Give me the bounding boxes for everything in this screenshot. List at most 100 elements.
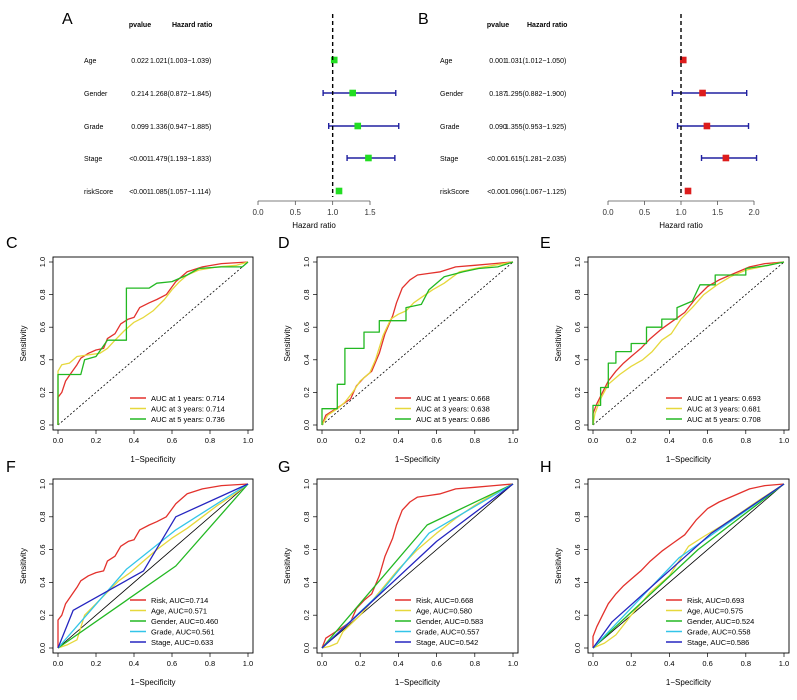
panel-h-y-tick-label: 0.2 <box>573 610 582 620</box>
panel-c-letter: C <box>6 235 18 252</box>
panel-h-legend-label: Stage, AUC=0.586 <box>687 638 749 647</box>
panel-b-row-hr-text: 1.031(1.012−1.050) <box>505 58 566 65</box>
panel-e-x-axis-label: 1−Specificity <box>666 455 711 464</box>
panel-a-row-label: riskScore <box>84 189 113 196</box>
panel-b-row-label: Age <box>440 58 453 65</box>
panel-d-legend-label: AUC at 1 years: 0.668 <box>416 394 490 403</box>
panel-c-x-tick-label: 0.4 <box>129 436 139 445</box>
panel-d-legend-label: AUC at 3 years: 0.638 <box>416 405 490 414</box>
panel-e-letter: E <box>540 235 551 252</box>
panel-c-y-tick-label: 0.2 <box>38 387 47 397</box>
panel-a-row-pvalue: 0.214 <box>131 91 149 98</box>
panel-a-row-pvalue: 0.022 <box>131 58 149 65</box>
panel-g-y-tick-label: 1.0 <box>302 479 311 489</box>
panel-a-row-label: Grade <box>84 124 104 131</box>
panel-g-legend-label: Gender, AUC=0.583 <box>416 617 483 626</box>
panel-b-row-hr-text: 1.096(1.067−1.125) <box>505 189 566 196</box>
panel-f-y-tick-label: 0.2 <box>38 610 47 620</box>
panel-b-hr-marker <box>679 56 687 64</box>
panel-d-reference-diagonal <box>321 261 514 426</box>
panel-c-legend-label: AUC at 5 years: 0.736 <box>151 415 225 424</box>
panel-f-legend-label: Age, AUC=0.571 <box>151 607 207 616</box>
panel-g-roc-curve-green <box>321 483 514 649</box>
panel-g-y-axis-label: Sensitivity <box>283 548 292 584</box>
panel-b-letter: B <box>418 11 429 28</box>
panel-c-x-tick-label: 1.0 <box>243 436 253 445</box>
panel-f-roc-curve-blue <box>57 483 249 649</box>
panel-g-x-tick-label: 0.4 <box>393 659 403 668</box>
panel-b-header-pvalue: pvalue <box>487 22 509 29</box>
panel-a-x-tick-label: 0.5 <box>290 208 302 217</box>
panel-f-reference-diagonal <box>57 483 249 649</box>
panel-b-x-tick-label: 0.0 <box>602 208 614 217</box>
panel-h-x-tick-label: 0.8 <box>741 659 751 668</box>
panel-g-x-tick-label: 0.6 <box>431 659 441 668</box>
panel-e-x-tick-label: 0.2 <box>626 436 636 445</box>
panel-c-x-tick-label: 0.0 <box>53 436 63 445</box>
panel-h-y-tick-label: 0.4 <box>573 577 582 587</box>
panel-a-row-hr-text: 1.479(1.193−1.833) <box>150 156 211 163</box>
panel-d-y-axis-label: Sensitivity <box>283 325 292 361</box>
panel-e-x-tick-label: 0.8 <box>741 436 751 445</box>
panel-e-legend-label: AUC at 3 years: 0.681 <box>687 405 761 414</box>
panel-f-y-tick-label: 0.8 <box>38 512 47 522</box>
panel-b-row-hr-text: 1.295(0.882−1.900) <box>505 91 566 98</box>
panel-b-row-pvalue: <0.001 <box>487 156 509 163</box>
panel-h-roc-curve-cyan <box>592 483 785 649</box>
panel-b-x-tick-label: 1.5 <box>712 208 724 217</box>
panel-d-y-tick-label: 0.2 <box>302 387 311 397</box>
panel-e-y-tick-label: 0.2 <box>573 387 582 397</box>
panel-g-roc-curve-yellow <box>321 483 514 649</box>
panel-a-row-hr-text: 1.021(1.003−1.039) <box>150 58 211 65</box>
panel-f-y-tick-label: 0.6 <box>38 544 47 554</box>
panel-b-row-pvalue: 0.187 <box>489 91 507 98</box>
panel-e-y-axis-label: Sensitivity <box>554 325 563 361</box>
panel-e-y-tick-label: 1.0 <box>573 257 582 267</box>
panel-h-legend-label: Grade, AUC=0.558 <box>687 628 751 637</box>
panel-g-x-axis-label: 1−Specificity <box>395 678 440 687</box>
panel-b-row-label: Grade <box>440 124 460 131</box>
panel-h-legend-label: Age, AUC=0.575 <box>687 607 743 616</box>
panel-a-row-label: Stage <box>84 156 102 163</box>
panel-h-reference-diagonal <box>592 483 785 649</box>
panel-c-y-tick-label: 0.0 <box>38 420 47 430</box>
panel-e-reference-diagonal <box>592 261 785 426</box>
panel-d-roc-curve-green <box>321 261 514 425</box>
panel-h-roc-curve-blue <box>592 483 785 649</box>
panel-a-header-pvalue: pvalue <box>129 22 151 29</box>
panel-e-x-tick-label: 0.4 <box>664 436 674 445</box>
panel-f-x-tick-label: 0.8 <box>205 659 215 668</box>
panel-c-legend-label: AUC at 1 years: 0.714 <box>151 394 225 403</box>
panel-b-hr-marker <box>699 89 706 97</box>
panel-e-x-tick-label: 1.0 <box>779 436 789 445</box>
panel-f-letter: F <box>6 459 16 476</box>
panel-g-plot-frame <box>316 478 519 654</box>
panel-g-y-tick-label: 0.8 <box>302 512 311 522</box>
panel-f-legend-label: Grade, AUC=0.561 <box>151 628 215 637</box>
panel-f-y-axis-label: Sensitivity <box>19 548 28 584</box>
panel-h-y-tick-label: 1.0 <box>573 479 582 489</box>
panel-h-legend-label: Gender, AUC=0.524 <box>687 617 754 626</box>
panel-h-y-tick-label: 0.8 <box>573 512 582 522</box>
panel-g-x-tick-label: 1.0 <box>508 659 518 668</box>
panel-f-roc-curve-cyan <box>57 483 249 649</box>
panel-f-x-tick-label: 0.2 <box>91 659 101 668</box>
panel-a-header-hazard-ratio: Hazard ratio <box>172 22 212 29</box>
panel-a-row-hr-text: 1.336(0.947−1.885) <box>150 124 211 131</box>
panel-b-x-axis-label: Hazard ratio <box>659 221 703 230</box>
panel-a-row-hr-text: 1.268(0.872−1.845) <box>150 91 211 98</box>
panel-g-y-tick-label: 0.2 <box>302 610 311 620</box>
panel-f-y-tick-label: 1.0 <box>38 479 47 489</box>
panel-g-letter: G <box>278 459 290 476</box>
panel-h-roc-curve-green <box>592 483 785 649</box>
panel-h-plot-frame <box>587 478 790 654</box>
panel-a-hr-marker <box>349 89 356 97</box>
panel-h-x-axis-label: 1−Specificity <box>666 678 711 687</box>
panel-c-x-tick-label: 0.6 <box>167 436 177 445</box>
panel-a-letter: A <box>62 11 73 28</box>
panel-b-row-pvalue: <0.001 <box>487 189 509 196</box>
panel-g-x-tick-label: 0.0 <box>317 659 327 668</box>
panel-c-plot-frame <box>52 256 254 431</box>
panel-h-letter: H <box>540 459 552 476</box>
